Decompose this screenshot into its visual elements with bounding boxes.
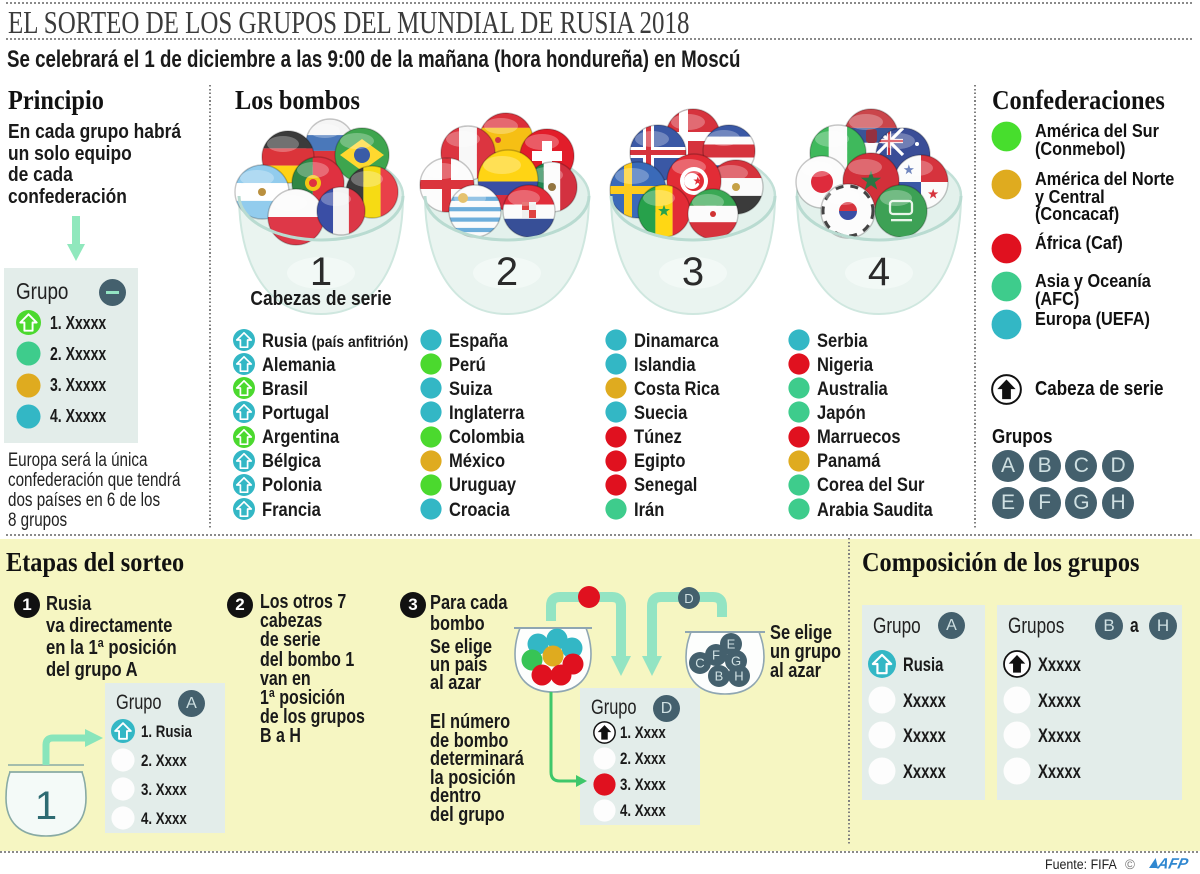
svg-text:4: 4 xyxy=(868,250,890,294)
svg-text:1: 1 xyxy=(35,784,57,828)
svg-text:E: E xyxy=(727,637,736,652)
svg-text:D: D xyxy=(684,591,693,606)
svg-text:1: 1 xyxy=(310,250,332,294)
svg-text:AFP: AFP xyxy=(1155,856,1190,872)
svg-text:3: 3 xyxy=(682,250,704,294)
svg-text:2: 2 xyxy=(496,250,518,294)
svg-text:C: C xyxy=(695,656,704,671)
svg-text:H: H xyxy=(734,669,743,684)
svg-text:F: F xyxy=(712,648,720,663)
svg-text:G: G xyxy=(731,654,741,669)
svg-text:B: B xyxy=(715,669,724,684)
